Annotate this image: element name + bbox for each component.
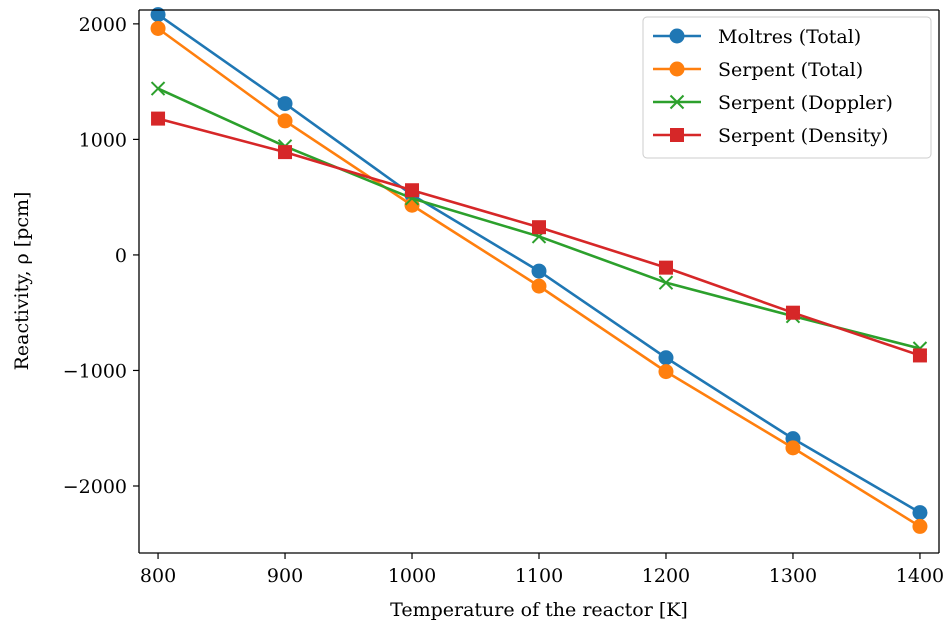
series-layer [150,7,928,534]
x-marker-stroke [658,275,674,290]
data-point-serpent-density [658,260,673,275]
legend-label: Serpent (Doppler) [718,92,893,114]
axes-layer: 800 900 1000 1100 1200 1300 1400 2000 1000 0 −1000… [63,9,944,587]
data-point-serpent-total [912,518,928,534]
x-marker-stroke [669,94,685,110]
x-tick-label: 900 [267,565,303,587]
data-point-serpent-density [912,348,927,363]
x-axis-label: Temperature of the reactor [K] [390,599,688,621]
x-tick-label: 1000 [388,565,436,587]
legend: Moltres (Total) Serpent (Total) Serpent (D… [642,16,932,159]
legend-label: Moltres (Total) [718,26,861,48]
data-point-serpent-doppler [658,275,674,290]
x-tick-label: 1300 [769,565,817,587]
legend-marker [670,128,684,142]
y-tick-label: −2000 [63,476,127,498]
data-point-serpent-density [151,111,166,126]
data-point-moltres-total [658,350,674,366]
x-tick-label: 1200 [642,565,690,587]
data-point-serpent-density [278,145,293,160]
y-tick-label: −1000 [63,360,127,382]
data-point-serpent-total [150,20,166,36]
y-tick-label: 1000 [79,129,127,151]
series-serpent-density [151,111,927,363]
data-point-serpent-total [785,440,801,456]
legend-marker [669,94,685,110]
data-point-serpent-total [531,278,547,294]
x-marker-stroke [150,81,166,96]
legend-item: Serpent (Doppler) [653,92,893,114]
series-serpent-total [150,20,928,534]
data-point-moltres-total [912,505,928,521]
y-tick-label: 0 [115,245,127,267]
data-point-serpent-density [405,183,420,198]
data-point-moltres-total [277,96,293,112]
y-axis-label: Reactivity, ρ [pcm] [11,192,33,371]
data-point-serpent-doppler [150,81,166,96]
legend-marker [669,61,685,77]
legend-label: Serpent (Total) [718,59,863,81]
x-tick-label: 1100 [515,565,563,587]
legend-item: Serpent (Total) [653,59,863,81]
data-point-moltres-total [150,7,166,23]
data-point-moltres-total [531,263,547,279]
legend-item: Moltres (Total) [653,26,861,48]
x-tick-label: 1400 [896,565,944,587]
legend-item: Serpent (Density) [653,125,888,147]
legend-box [642,16,932,159]
data-point-serpent-density [532,220,546,235]
y-tick-label: 2000 [79,14,127,36]
data-point-serpent-density [785,305,800,320]
x-tick-label: 800 [140,565,176,587]
data-point-serpent-total [658,364,674,380]
legend-marker [669,28,685,44]
legend-label: Serpent (Density) [718,125,888,147]
data-point-serpent-total [277,113,293,129]
